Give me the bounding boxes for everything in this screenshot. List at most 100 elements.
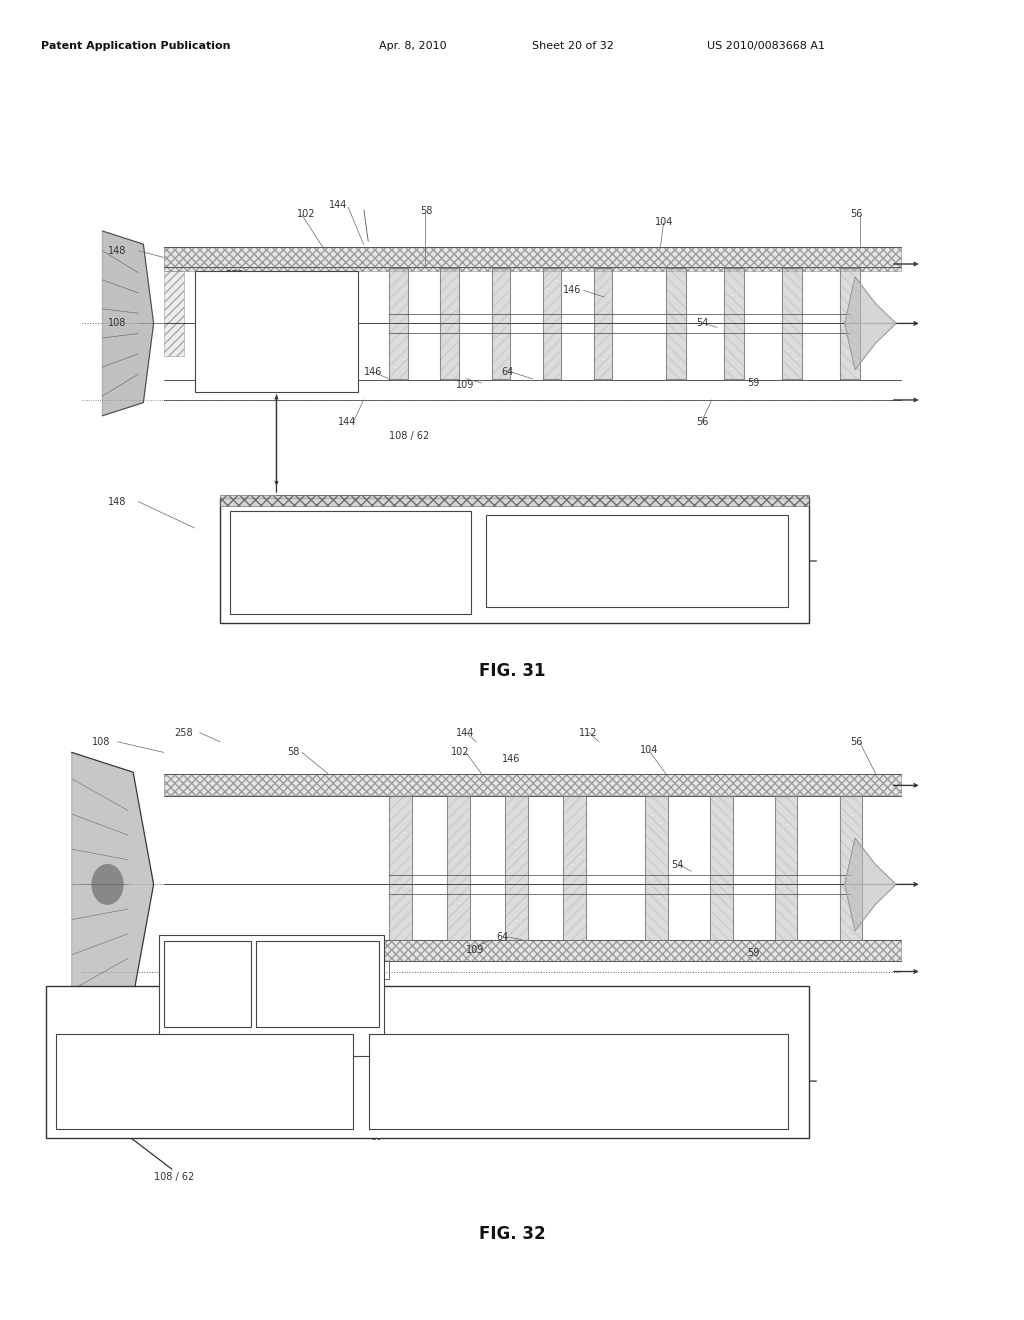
Polygon shape (505, 796, 527, 940)
Polygon shape (389, 268, 408, 379)
Polygon shape (447, 796, 470, 940)
Text: 104: 104 (655, 216, 674, 227)
FancyBboxPatch shape (164, 940, 901, 961)
Polygon shape (645, 796, 668, 940)
Text: 144: 144 (338, 417, 356, 428)
Polygon shape (102, 231, 154, 416)
Text: 146: 146 (563, 285, 582, 296)
Polygon shape (845, 323, 896, 370)
Text: 264 (optional): 264 (optional) (168, 1073, 242, 1084)
Text: electric source 66: electric source 66 (469, 614, 555, 624)
Text: energy extraction mechanism 66: energy extraction mechanism 66 (349, 1130, 511, 1140)
FancyBboxPatch shape (164, 774, 901, 795)
Polygon shape (840, 796, 862, 940)
Text: (optional): (optional) (325, 589, 376, 599)
Bar (230, 511, 471, 614)
Polygon shape (389, 796, 412, 940)
Text: 54: 54 (671, 859, 683, 870)
Bar (256, 941, 379, 1027)
Text: Apr. 8, 2010: Apr. 8, 2010 (379, 41, 446, 51)
FancyBboxPatch shape (164, 247, 901, 271)
Text: (optional): (optional) (294, 1002, 341, 1012)
Polygon shape (781, 268, 802, 379)
Text: 58: 58 (287, 747, 299, 758)
Text: element 264: element 264 (317, 570, 383, 581)
Bar (369, 1034, 788, 1129)
Polygon shape (72, 752, 154, 1016)
Polygon shape (840, 268, 860, 379)
Text: 108 / 62: 108 / 62 (389, 430, 429, 441)
Text: 64: 64 (502, 367, 514, 378)
Text: 59: 59 (748, 948, 760, 958)
Text: 107: 107 (266, 364, 287, 375)
Text: storage: storage (331, 552, 370, 562)
Polygon shape (666, 268, 686, 379)
Bar (220, 498, 809, 623)
Circle shape (92, 865, 123, 904)
Text: 106: 106 (627, 570, 647, 581)
Polygon shape (543, 268, 561, 379)
Polygon shape (440, 268, 459, 379)
Polygon shape (845, 884, 896, 931)
Text: turbine-driven: turbine-driven (600, 533, 674, 544)
Bar (46, 986, 809, 1138)
Polygon shape (594, 268, 612, 379)
Text: 56: 56 (850, 209, 862, 219)
Text: 112: 112 (579, 727, 597, 738)
Text: generator 106: generator 106 (542, 1073, 615, 1084)
Text: 59: 59 (748, 378, 760, 388)
Text: 144: 144 (364, 945, 382, 956)
Text: 58: 58 (420, 206, 432, 216)
Text: turbine-driven electric: turbine-driven electric (520, 1056, 637, 1067)
Text: 64: 64 (497, 932, 509, 942)
Text: energy: energy (332, 533, 369, 544)
Text: 148: 148 (108, 246, 126, 256)
Text: 148: 148 (108, 496, 126, 507)
Text: 104: 104 (640, 744, 658, 755)
Text: 372: 372 (198, 985, 217, 995)
Polygon shape (775, 796, 798, 940)
Text: 258: 258 (174, 727, 193, 738)
Text: gear box: gear box (296, 968, 339, 978)
Bar (195, 271, 358, 392)
Text: torque conversion: torque conversion (227, 1035, 315, 1045)
Text: 370: 370 (308, 985, 327, 995)
Text: 56: 56 (850, 737, 862, 747)
Text: 144: 144 (456, 727, 474, 738)
Text: 109: 109 (456, 380, 474, 391)
Text: FIG. 32: FIG. 32 (478, 1225, 546, 1243)
Text: motor: motor (261, 346, 292, 356)
Text: Sheet 20 of 32: Sheet 20 of 32 (532, 41, 614, 51)
Polygon shape (492, 268, 510, 379)
Polygon shape (845, 277, 896, 323)
Text: 56: 56 (696, 417, 709, 428)
Text: 146: 146 (502, 754, 520, 764)
Text: 108 / 62: 108 / 62 (154, 1172, 195, 1183)
FancyBboxPatch shape (164, 271, 184, 356)
Text: 258: 258 (225, 269, 244, 280)
Polygon shape (563, 796, 586, 940)
Polygon shape (724, 268, 744, 379)
Bar (220, 495, 809, 506)
Text: 42: 42 (246, 288, 258, 298)
Bar (164, 941, 251, 1027)
Text: 146: 146 (364, 367, 382, 378)
Text: electric generator: electric generator (590, 552, 684, 562)
Polygon shape (845, 838, 896, 884)
Text: FIG. 31: FIG. 31 (479, 661, 545, 680)
Text: 108: 108 (108, 318, 126, 329)
Text: 102: 102 (451, 747, 469, 758)
Text: 54: 54 (696, 318, 709, 329)
Text: energy storage element: energy storage element (142, 1056, 267, 1067)
Text: Patent Application Publication: Patent Application Publication (41, 41, 230, 51)
Text: 102: 102 (297, 209, 315, 219)
Polygon shape (710, 796, 732, 940)
Bar (159, 935, 384, 1056)
Text: clutch: clutch (193, 968, 222, 978)
Text: 108: 108 (92, 737, 111, 747)
Bar (56, 1034, 353, 1129)
Text: 144: 144 (329, 199, 347, 210)
Text: 109: 109 (466, 945, 484, 956)
Text: mechanism 107: mechanism 107 (232, 1048, 310, 1059)
Bar (486, 515, 788, 607)
